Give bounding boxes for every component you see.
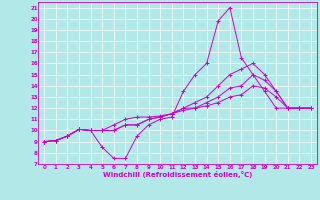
X-axis label: Windchill (Refroidissement éolien,°C): Windchill (Refroidissement éolien,°C) — [103, 171, 252, 178]
